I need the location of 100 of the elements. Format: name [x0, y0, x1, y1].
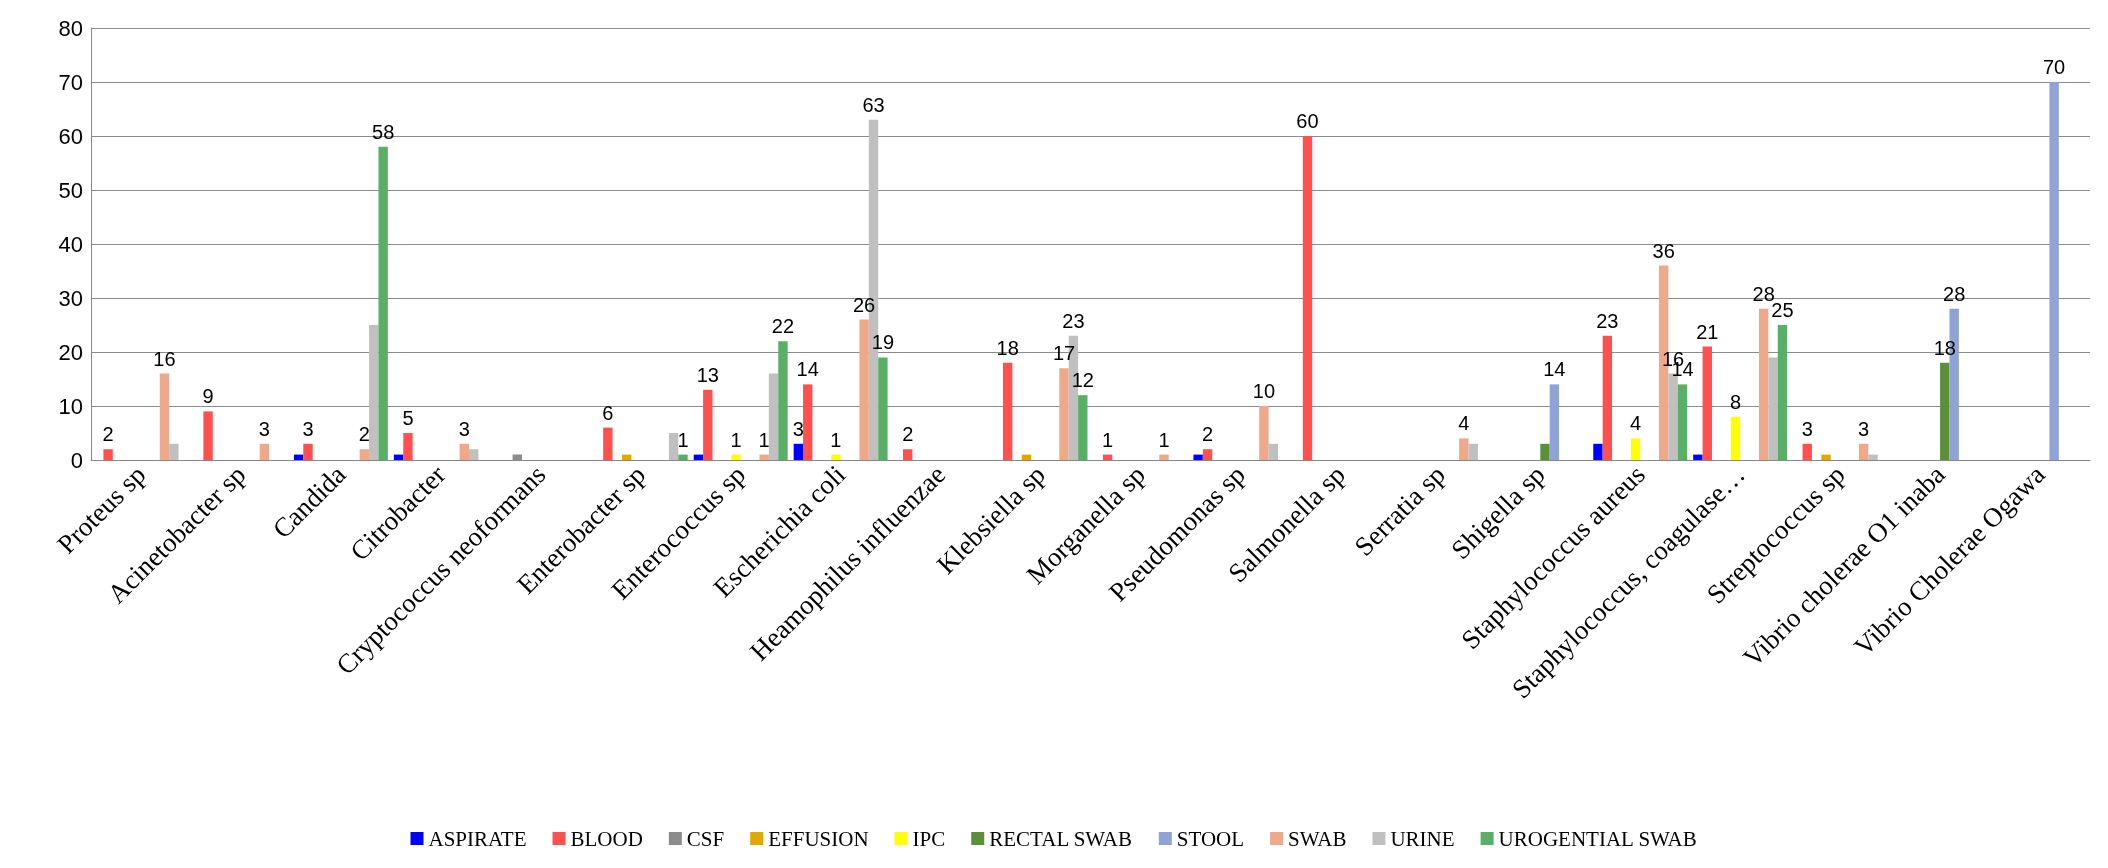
legend-label: URINE	[1390, 826, 1455, 851]
data-label: 21	[1696, 320, 1719, 343]
data-label: 3	[258, 417, 270, 440]
legend-label: STOOL	[1176, 826, 1245, 851]
bar	[1002, 362, 1013, 460]
data-label: 16	[153, 347, 176, 370]
bar	[1630, 438, 1641, 460]
bar	[1858, 443, 1869, 460]
bar	[759, 454, 769, 460]
bar	[1459, 438, 1469, 460]
bar	[1868, 454, 1878, 460]
legend-label: SWAB	[1288, 826, 1347, 851]
data-label: 2	[358, 423, 370, 446]
bar	[159, 373, 170, 460]
bar	[1593, 443, 1603, 460]
legend-label: IPC	[912, 826, 946, 851]
bar	[878, 357, 888, 460]
bar	[369, 325, 379, 460]
data-label: 1	[758, 428, 770, 451]
bar	[169, 443, 179, 460]
bar	[378, 146, 388, 460]
legend-label: EFFUSION	[768, 826, 869, 851]
data-label: 2	[1201, 423, 1214, 446]
bar	[831, 454, 841, 460]
bar	[303, 443, 313, 460]
bar	[1677, 384, 1688, 460]
data-label: 8	[1729, 390, 1742, 413]
bar	[459, 443, 470, 460]
bar	[731, 454, 741, 460]
legend-label: CSF	[686, 826, 725, 851]
data-label: 19	[871, 331, 895, 354]
bar	[1268, 443, 1279, 460]
bar	[1078, 395, 1088, 460]
legend-label: ASPIRATE	[428, 826, 527, 851]
bar	[1768, 357, 1778, 460]
data-label: 28	[1943, 282, 1966, 305]
bar	[1059, 368, 1069, 460]
bar	[1940, 362, 1950, 460]
data-label: 1	[730, 428, 742, 451]
bar	[1693, 454, 1703, 460]
bar	[1602, 335, 1613, 460]
bar	[2049, 82, 2059, 460]
bar	[1821, 454, 1831, 460]
data-label: 1	[1102, 428, 1114, 451]
data-label: 5	[402, 407, 414, 429]
y-tick-label: 0	[70, 447, 83, 473]
bar	[793, 443, 804, 460]
bar	[803, 384, 813, 460]
data-label: 22	[771, 315, 795, 338]
bar	[259, 443, 270, 460]
bar	[469, 449, 479, 460]
data-label: 3	[792, 417, 804, 440]
bar	[1730, 416, 1741, 460]
bar	[1202, 449, 1213, 460]
bar	[1758, 308, 1769, 460]
bar	[703, 389, 713, 460]
bar	[668, 433, 679, 460]
data-label: 3	[458, 417, 470, 440]
data-label: 18	[996, 336, 1019, 359]
data-label: 3	[1858, 417, 1870, 440]
bar	[902, 449, 913, 460]
bar	[1159, 454, 1169, 460]
y-tick-label: 70	[58, 69, 83, 95]
y-tick-label: 80	[58, 15, 83, 41]
data-label: 36	[1652, 239, 1675, 262]
data-label: 9	[202, 385, 214, 408]
bar	[1702, 346, 1712, 460]
data-label: 63	[862, 93, 885, 116]
data-label: 26	[852, 293, 876, 316]
legend-label: BLOOD	[570, 826, 643, 851]
bar	[403, 433, 413, 460]
data-label: 1	[1158, 428, 1170, 451]
y-tick-label: 50	[58, 177, 83, 203]
data-label: 3	[1801, 417, 1813, 440]
bar	[768, 373, 779, 460]
bar	[603, 427, 613, 460]
bar	[103, 449, 113, 460]
bar	[359, 449, 370, 460]
bar	[203, 411, 213, 460]
bar	[1777, 325, 1788, 460]
bar	[859, 319, 869, 460]
bar	[1193, 454, 1203, 460]
data-label: 2	[902, 423, 914, 446]
bar	[778, 341, 788, 460]
bar	[1468, 443, 1478, 460]
data-label: 23	[1596, 309, 1619, 332]
data-label: 13	[696, 363, 719, 386]
data-label: 14	[796, 358, 819, 381]
bar	[1259, 406, 1269, 460]
data-label: 58	[372, 120, 395, 143]
data-label: 2	[102, 423, 114, 446]
y-tick-label: 40	[58, 231, 83, 257]
bar	[678, 454, 688, 460]
data-label: 70	[2042, 56, 2066, 78]
bar	[1302, 136, 1313, 460]
bar	[1540, 443, 1550, 460]
data-label: 18	[1933, 336, 1956, 359]
y-tick-label: 20	[58, 339, 83, 365]
y-tick-label: 10	[58, 393, 83, 419]
data-label: 60	[1296, 110, 1319, 132]
